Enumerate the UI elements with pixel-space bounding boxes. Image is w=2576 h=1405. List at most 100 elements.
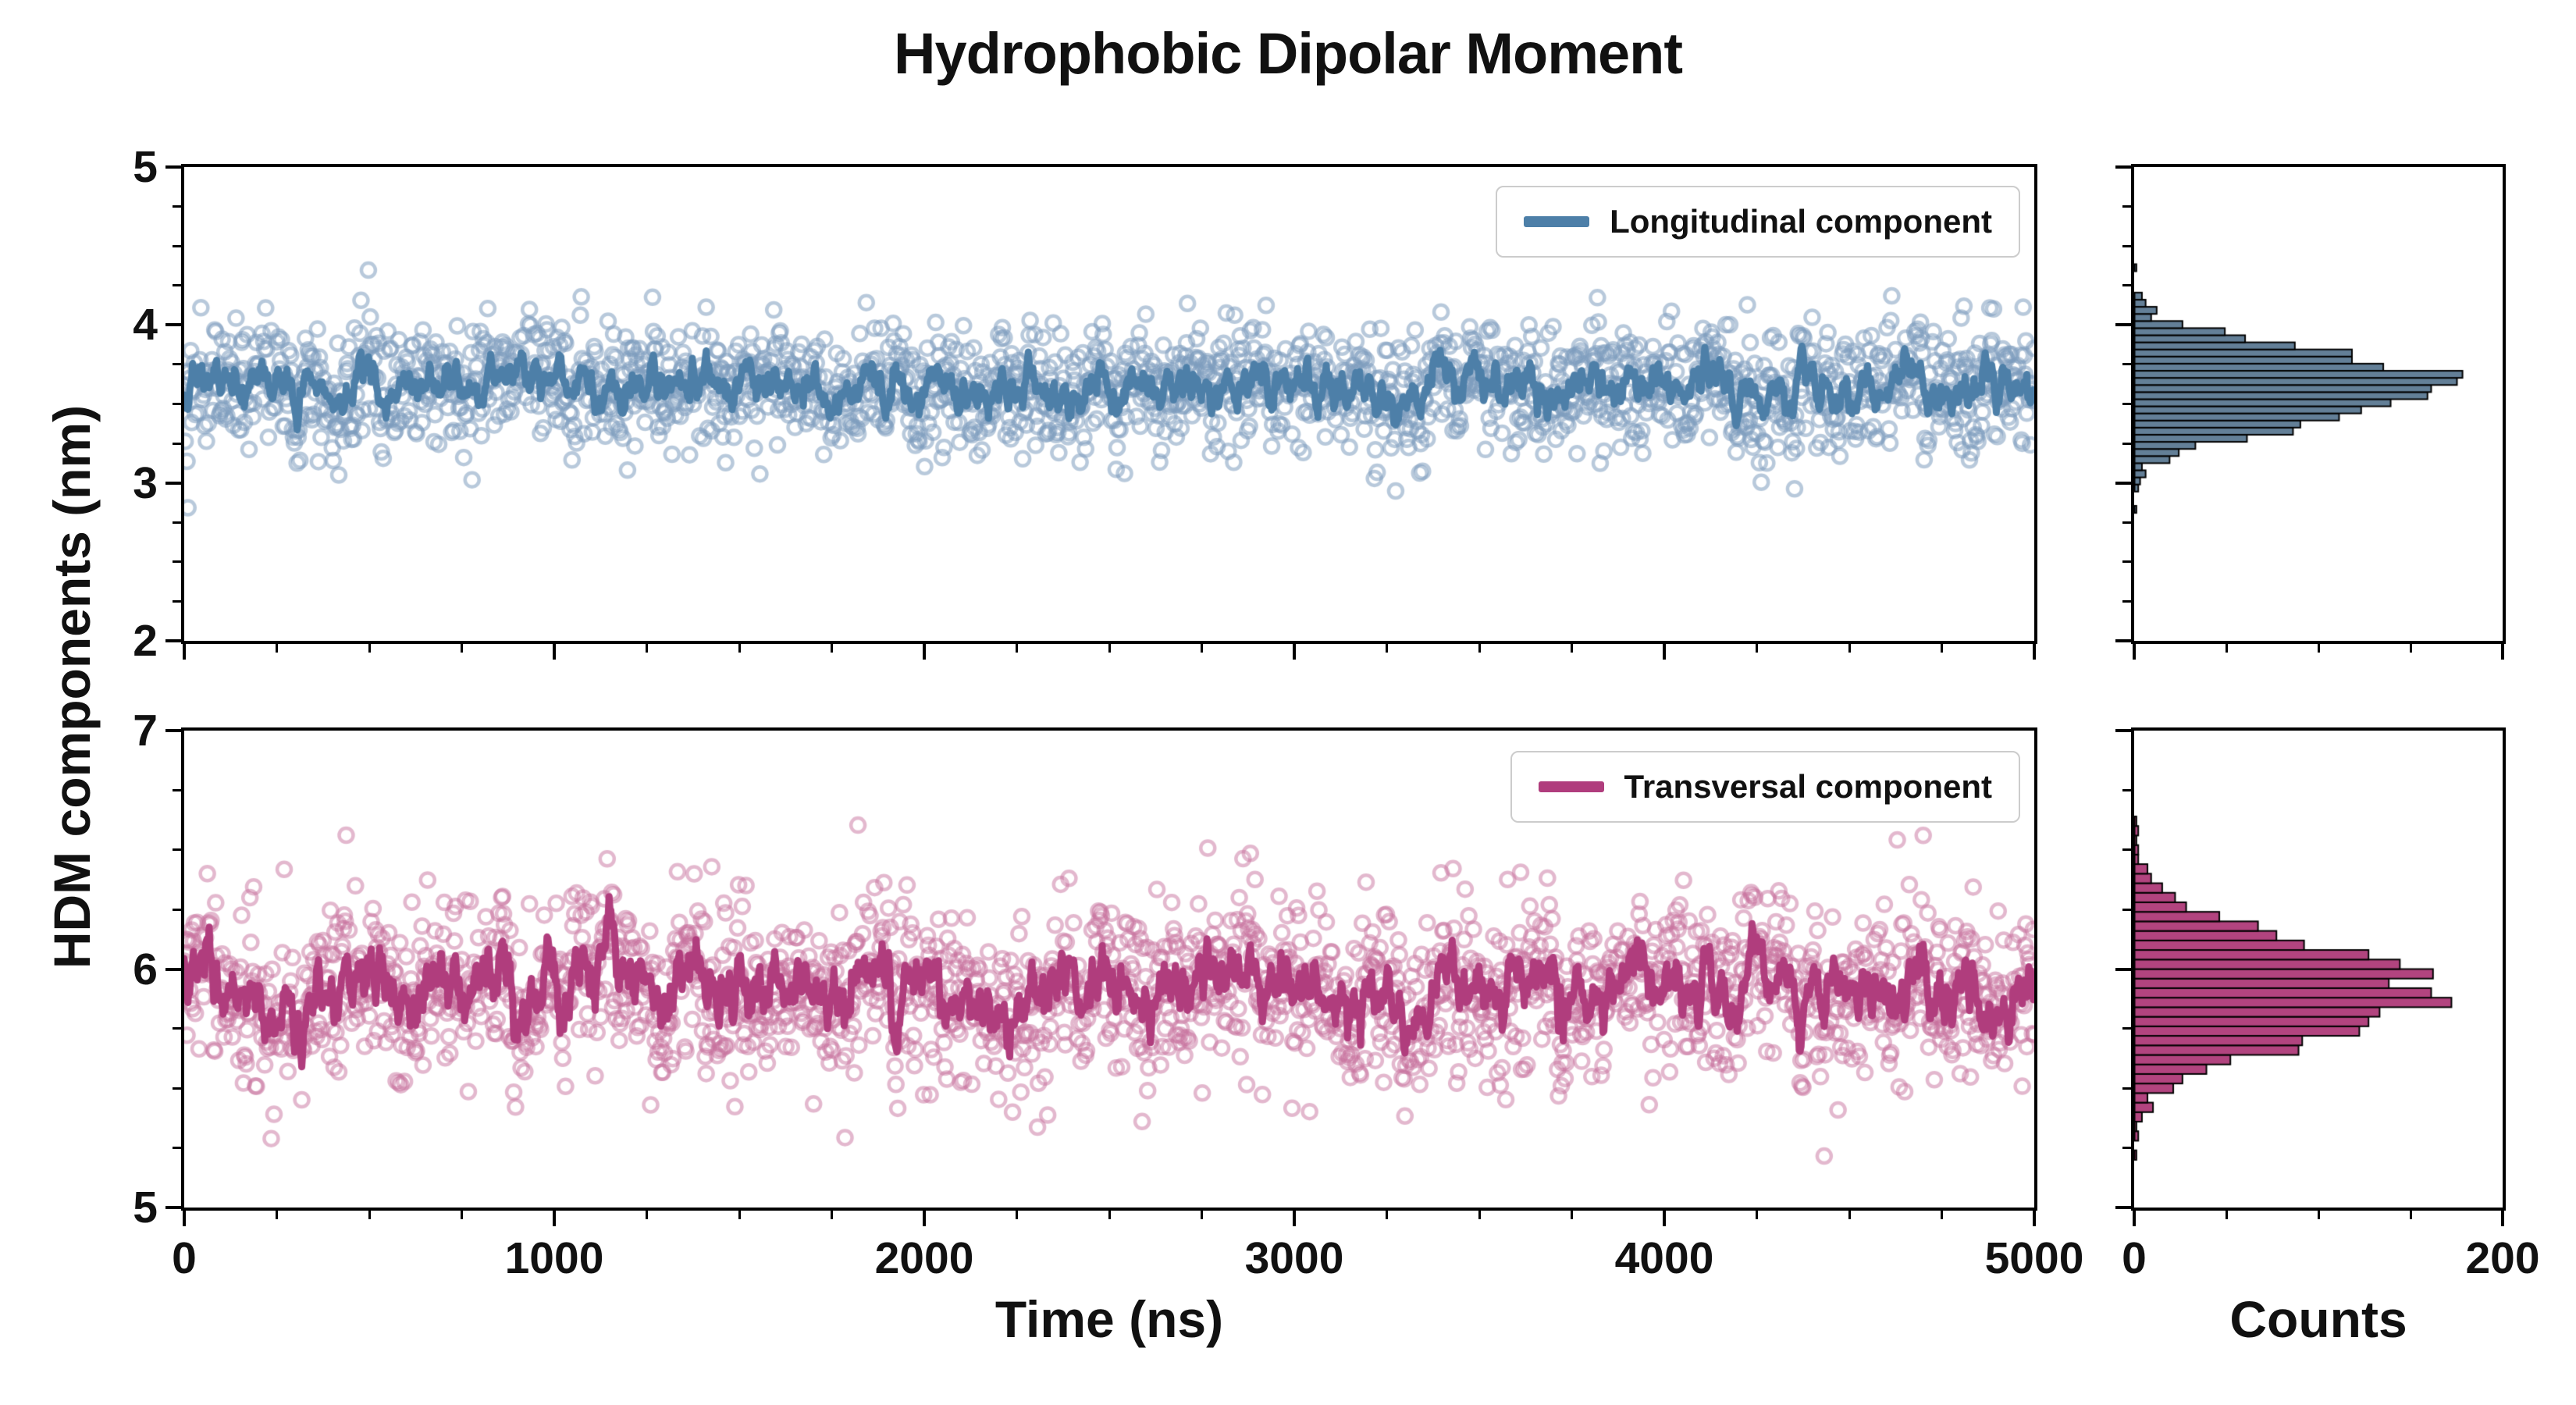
- axis-tick: [165, 165, 181, 169]
- axis-tick: [1848, 1211, 1851, 1219]
- axis-tick: [2225, 1211, 2228, 1219]
- axis-tick: [183, 644, 186, 660]
- axis-tick: [1016, 644, 1018, 653]
- counts-axis-label: Counts: [2229, 1290, 2407, 1348]
- y-tick-label: 7: [133, 706, 158, 756]
- axis-tick: [2122, 442, 2131, 445]
- axis-tick: [738, 1211, 741, 1219]
- legend-longitudinal: Longitudinal component: [1496, 186, 2020, 258]
- axis-tick: [2122, 205, 2131, 208]
- axis-tick: [2115, 729, 2131, 732]
- axis-tick: [1108, 644, 1111, 653]
- axis-tick: [173, 1147, 181, 1150]
- axis-tick: [2115, 639, 2131, 642]
- y-tick-label: 5: [133, 1183, 158, 1232]
- axis-tick: [1386, 1211, 1388, 1219]
- axis-tick: [2033, 1211, 2036, 1226]
- axis-tick: [1478, 1211, 1481, 1219]
- axis-tick: [2115, 323, 2131, 327]
- axis-tick: [2122, 560, 2131, 564]
- axis-tick: [173, 205, 181, 208]
- axis-tick: [831, 644, 833, 653]
- axis-tick: [2133, 1211, 2136, 1226]
- axis-tick: [2115, 165, 2131, 169]
- y-tick-label: 2: [133, 616, 158, 666]
- axis-tick: [1848, 644, 1851, 653]
- axis-tick: [2501, 644, 2504, 660]
- axis-tick: [831, 1211, 833, 1219]
- axis-tick: [2122, 788, 2131, 791]
- axis-tick: [173, 1087, 181, 1090]
- axis-tick: [165, 1206, 181, 1209]
- y-axis-label: HDM components (nm): [43, 404, 101, 969]
- figure-title: Hydrophobic Dipolar Moment: [894, 21, 1683, 86]
- axis-tick: [738, 644, 741, 653]
- axis-tick: [2122, 1027, 2131, 1030]
- hist-x-tick-label: 0: [2122, 1233, 2147, 1283]
- axis-tick: [2122, 1087, 2131, 1090]
- axis-tick: [646, 1211, 648, 1219]
- longitudinal-histogram-canvas: [2134, 167, 2503, 641]
- axis-tick: [1386, 644, 1388, 653]
- x-tick-label: 2000: [874, 1233, 974, 1283]
- axis-tick: [165, 967, 181, 971]
- y-tick-label: 6: [133, 944, 158, 994]
- longitudinal-histogram-panel: [2131, 164, 2506, 644]
- legend-label-longitudinal: Longitudinal component: [1610, 203, 1992, 240]
- axis-tick: [173, 403, 181, 405]
- axis-tick: [1941, 644, 1943, 653]
- axis-tick: [2317, 1211, 2320, 1219]
- axis-tick: [368, 644, 371, 653]
- legend-label-transversal: Transversal component: [1624, 768, 1993, 805]
- axis-tick: [923, 1211, 926, 1226]
- axis-tick: [2122, 848, 2131, 852]
- x-tick-label: 3000: [1244, 1233, 1344, 1283]
- axis-tick: [2033, 644, 2036, 660]
- transversal-histogram-panel: [2131, 727, 2506, 1211]
- axis-tick: [1756, 644, 1758, 653]
- y-tick-label: 3: [133, 457, 158, 508]
- axis-tick: [173, 442, 181, 445]
- axis-tick: [2225, 644, 2228, 653]
- axis-tick: [2122, 403, 2131, 405]
- axis-tick: [461, 644, 463, 653]
- axis-tick: [368, 1211, 371, 1219]
- axis-tick: [2133, 644, 2136, 660]
- axis-tick: [2122, 599, 2131, 603]
- axis-tick: [165, 323, 181, 327]
- axis-tick: [173, 560, 181, 564]
- legend-swatch-transversal-icon: [1538, 781, 1604, 792]
- axis-tick: [1941, 1211, 1943, 1219]
- x-tick-label: 5000: [1984, 1233, 2084, 1283]
- axis-tick: [2122, 1147, 2131, 1150]
- axis-tick: [2409, 1211, 2412, 1219]
- axis-tick: [165, 729, 181, 732]
- x-axis-label: Time (ns): [994, 1290, 1224, 1348]
- axis-tick: [2317, 644, 2320, 653]
- axis-tick: [1108, 1211, 1111, 1219]
- axis-tick: [1571, 644, 1573, 653]
- axis-tick: [173, 599, 181, 603]
- axis-tick: [276, 1211, 278, 1219]
- axis-tick: [173, 244, 181, 247]
- axis-tick: [173, 848, 181, 852]
- axis-tick: [2115, 967, 2131, 971]
- axis-tick: [2501, 1211, 2504, 1226]
- transversal-histogram-canvas: [2134, 731, 2503, 1208]
- axis-tick: [2115, 1206, 2131, 1209]
- axis-tick: [1201, 1211, 1203, 1219]
- axis-tick: [183, 1211, 186, 1226]
- axis-tick: [1293, 1211, 1296, 1226]
- axis-tick: [1201, 644, 1203, 653]
- axis-tick: [2122, 244, 2131, 247]
- axis-tick: [2122, 363, 2131, 366]
- axis-tick: [173, 284, 181, 287]
- x-tick-label: 4000: [1614, 1233, 1714, 1283]
- axis-tick: [173, 788, 181, 791]
- axis-tick: [2122, 908, 2131, 911]
- axis-tick: [1663, 644, 1666, 660]
- axis-tick: [1016, 1211, 1018, 1219]
- axis-tick: [1756, 1211, 1758, 1219]
- axis-tick: [276, 644, 278, 653]
